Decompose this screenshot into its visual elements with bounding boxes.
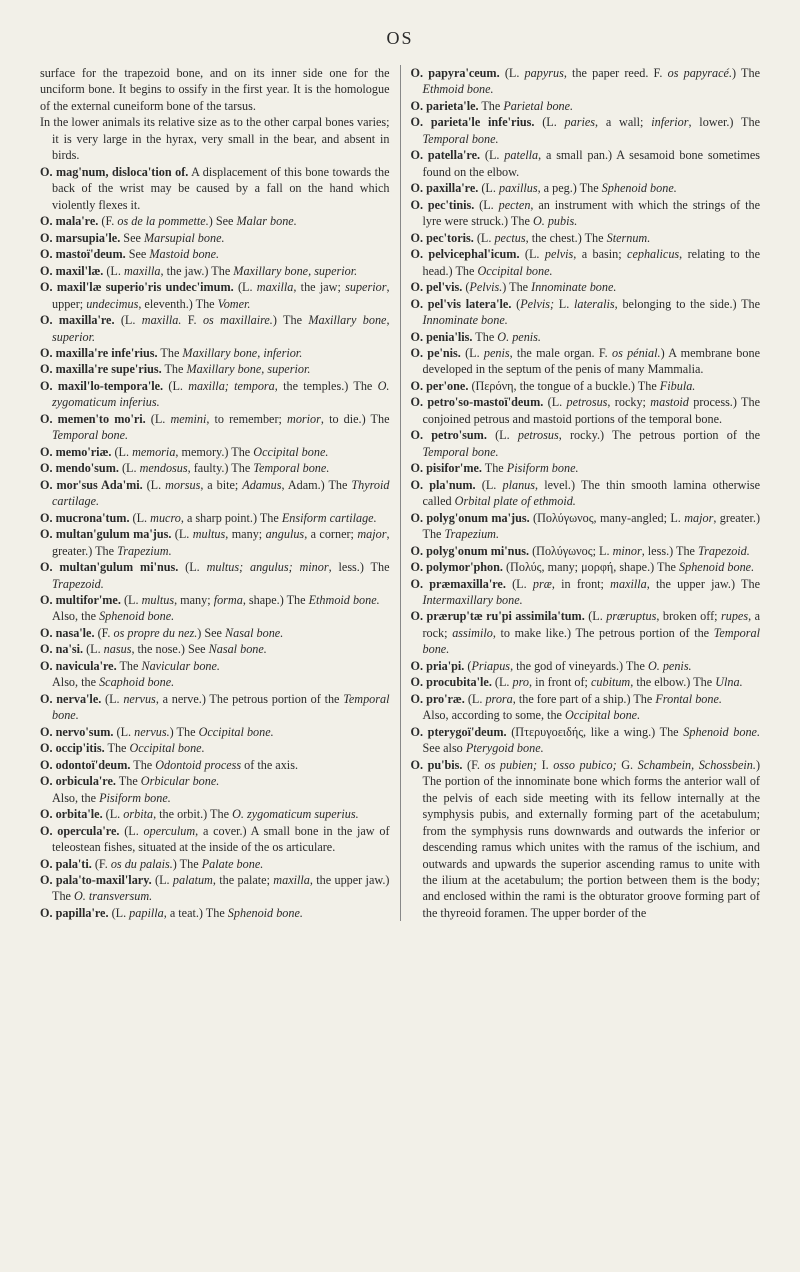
dictionary-entry: O. mala're. (F. os de la pommette.) See … bbox=[40, 213, 390, 229]
dictionary-entry: O. marsupia'le. See Marsupial bone. bbox=[40, 230, 390, 246]
dictionary-entry: O. multifor'me. (L. multus, many; forma,… bbox=[40, 592, 390, 608]
dictionary-entry: O. memen'to mo'ri. (L. memini, to rememb… bbox=[40, 411, 390, 444]
dictionary-entry: O. polyg'onum ma'jus. (Πολύγωνος, many-a… bbox=[411, 510, 761, 543]
dictionary-entry: O. per'one. (Περόνη, the tongue of a buc… bbox=[411, 378, 761, 394]
dictionary-entry: O. pla'num. (L. planus, level.) The thin… bbox=[411, 477, 761, 510]
dictionary-entry: Also, the Pisiform bone. bbox=[40, 790, 390, 806]
dictionary-entry: O. parieta'le. The Parietal bone. bbox=[411, 98, 761, 114]
dictionary-entry: Also, according to some, the Occipital b… bbox=[411, 707, 761, 723]
dictionary-entry: Also, the Scaphoid bone. bbox=[40, 674, 390, 690]
dictionary-entry: O. odontoï'deum. The Odontoid process of… bbox=[40, 757, 390, 773]
dictionary-entry: O. multan'gulum ma'jus. (L. multus, many… bbox=[40, 526, 390, 559]
dictionary-entry: O. mor'sus Ada'mi. (L. morsus, a bite; A… bbox=[40, 477, 390, 510]
dictionary-entry: O. maxilla're infe'rius. The Maxillary b… bbox=[40, 345, 390, 361]
dictionary-entry: O. nasa'le. (F. os propre du nez.) See N… bbox=[40, 625, 390, 641]
dictionary-entry: O. præmaxilla're. (L. præ, in front; max… bbox=[411, 576, 761, 609]
dictionary-entry: O. pelvicephal'icum. (L. pelvis, a basin… bbox=[411, 246, 761, 279]
dictionary-entry: O. petro'sum. (L. petrosus, rocky.) The … bbox=[411, 427, 761, 460]
dictionary-entry: O. paxilla're. (L. paxillus, a peg.) The… bbox=[411, 180, 761, 196]
dictionary-entry: O. pe'nis. (L. penis, the male organ. F.… bbox=[411, 345, 761, 378]
dictionary-entry: O. patella're. (L. patella, a small pan.… bbox=[411, 147, 761, 180]
dictionary-entry: O. pisifor'me. The Pisiform bone. bbox=[411, 460, 761, 476]
right-column: O. papyra'ceum. (L. papyrus, the paper r… bbox=[401, 65, 761, 921]
dictionary-entry: O. maxilla're supe'rius. The Maxillary b… bbox=[40, 361, 390, 377]
left-column: surface for the trapezoid bone, and on i… bbox=[40, 65, 401, 921]
dictionary-entry: O. mucrona'tum. (L. mucro, a sharp point… bbox=[40, 510, 390, 526]
dictionary-entry: O. pro'ræ. (L. prora, the fore part of a… bbox=[411, 691, 761, 707]
dictionary-entry: O. pala'ti. (F. os du palais.) The Palat… bbox=[40, 856, 390, 872]
dictionary-entry: O. polyg'onum mi'nus. (Πολύγωνος; L. min… bbox=[411, 543, 761, 559]
dictionary-entry: O. memo'riæ. (L. memoria, memory.) The O… bbox=[40, 444, 390, 460]
dictionary-entry: O. pria'pi. (Priapus, the god of vineyar… bbox=[411, 658, 761, 674]
dictionary-entry: O. navicula're. The Navicular bone. bbox=[40, 658, 390, 674]
dictionary-entry: In the lower animals its relative size a… bbox=[40, 114, 390, 163]
dictionary-entry: O. polymor'phon. (Πολύς, many; μορφή, sh… bbox=[411, 559, 761, 575]
dictionary-columns: surface for the trapezoid bone, and on i… bbox=[40, 65, 760, 921]
dictionary-entry: O. na'si. (L. nasus, the nose.) See Nasa… bbox=[40, 641, 390, 657]
dictionary-entry: Also, the Sphenoid bone. bbox=[40, 608, 390, 624]
dictionary-entry: O. prærup'tæ ru'pi assimila'tum. (L. præ… bbox=[411, 608, 761, 657]
dictionary-entry: O. pel'vis latera'le. (Pelvis; L. latera… bbox=[411, 296, 761, 329]
dictionary-entry: O. pu'bis. (F. os pubien; I. osso pubico… bbox=[411, 757, 761, 922]
dictionary-entry: O. nervo'sum. (L. nervus.) The Occipital… bbox=[40, 724, 390, 740]
page-header: OS bbox=[40, 28, 760, 49]
dictionary-entry: O. papyra'ceum. (L. papyrus, the paper r… bbox=[411, 65, 761, 98]
dictionary-entry: O. occip'itis. The Occipital bone. bbox=[40, 740, 390, 756]
dictionary-entry: O. orbicula're. The Orbicular bone. bbox=[40, 773, 390, 789]
dictionary-entry: O. maxilla're. (L. maxilla. F. os maxill… bbox=[40, 312, 390, 345]
dictionary-entry: O. multan'gulum mi'nus. (L. multus; angu… bbox=[40, 559, 390, 592]
dictionary-entry: O. mag'num, disloca'tion of. A displacem… bbox=[40, 164, 390, 213]
dictionary-entry: O. nerva'le. (L. nervus, a nerve.) The p… bbox=[40, 691, 390, 724]
dictionary-entry: O. pala'to-maxil'lary. (L. palatum, the … bbox=[40, 872, 390, 905]
dictionary-entry: O. opercula're. (L. operculum, a cover.)… bbox=[40, 823, 390, 856]
dictionary-entry: O. procubita'le. (L. pro, in front of; c… bbox=[411, 674, 761, 690]
dictionary-entry: O. maxil'lo-tempora'le. (L. maxilla; tem… bbox=[40, 378, 390, 411]
dictionary-entry: O. mendo'sum. (L. mendosus, faulty.) The… bbox=[40, 460, 390, 476]
dictionary-entry: O. penia'lis. The O. penis. bbox=[411, 329, 761, 345]
dictionary-entry: surface for the trapezoid bone, and on i… bbox=[40, 65, 390, 114]
dictionary-entry: O. mastoï'deum. See Mastoid bone. bbox=[40, 246, 390, 262]
dictionary-entry: O. pec'toris. (L. pectus, the chest.) Th… bbox=[411, 230, 761, 246]
dictionary-entry: O. pec'tinis. (L. pecten, an instrument … bbox=[411, 197, 761, 230]
dictionary-entry: O. maxil'læ. (L. maxilla, the jaw.) The … bbox=[40, 263, 390, 279]
dictionary-entry: O. pterygoï'deum. (Πτερυγοειδής, like a … bbox=[411, 724, 761, 757]
dictionary-entry: O. pel'vis. (Pelvis.) The Innominate bon… bbox=[411, 279, 761, 295]
dictionary-entry: O. papilla're. (L. papilla, a teat.) The… bbox=[40, 905, 390, 921]
dictionary-entry: O. parieta'le infe'rius. (L. paries, a w… bbox=[411, 114, 761, 147]
dictionary-entry: O. orbita'le. (L. orbita, the orbit.) Th… bbox=[40, 806, 390, 822]
dictionary-entry: O. maxil'læ superio'ris undec'imum. (L. … bbox=[40, 279, 390, 312]
dictionary-entry: O. petro'so-mastoï'deum. (L. petrosus, r… bbox=[411, 394, 761, 427]
